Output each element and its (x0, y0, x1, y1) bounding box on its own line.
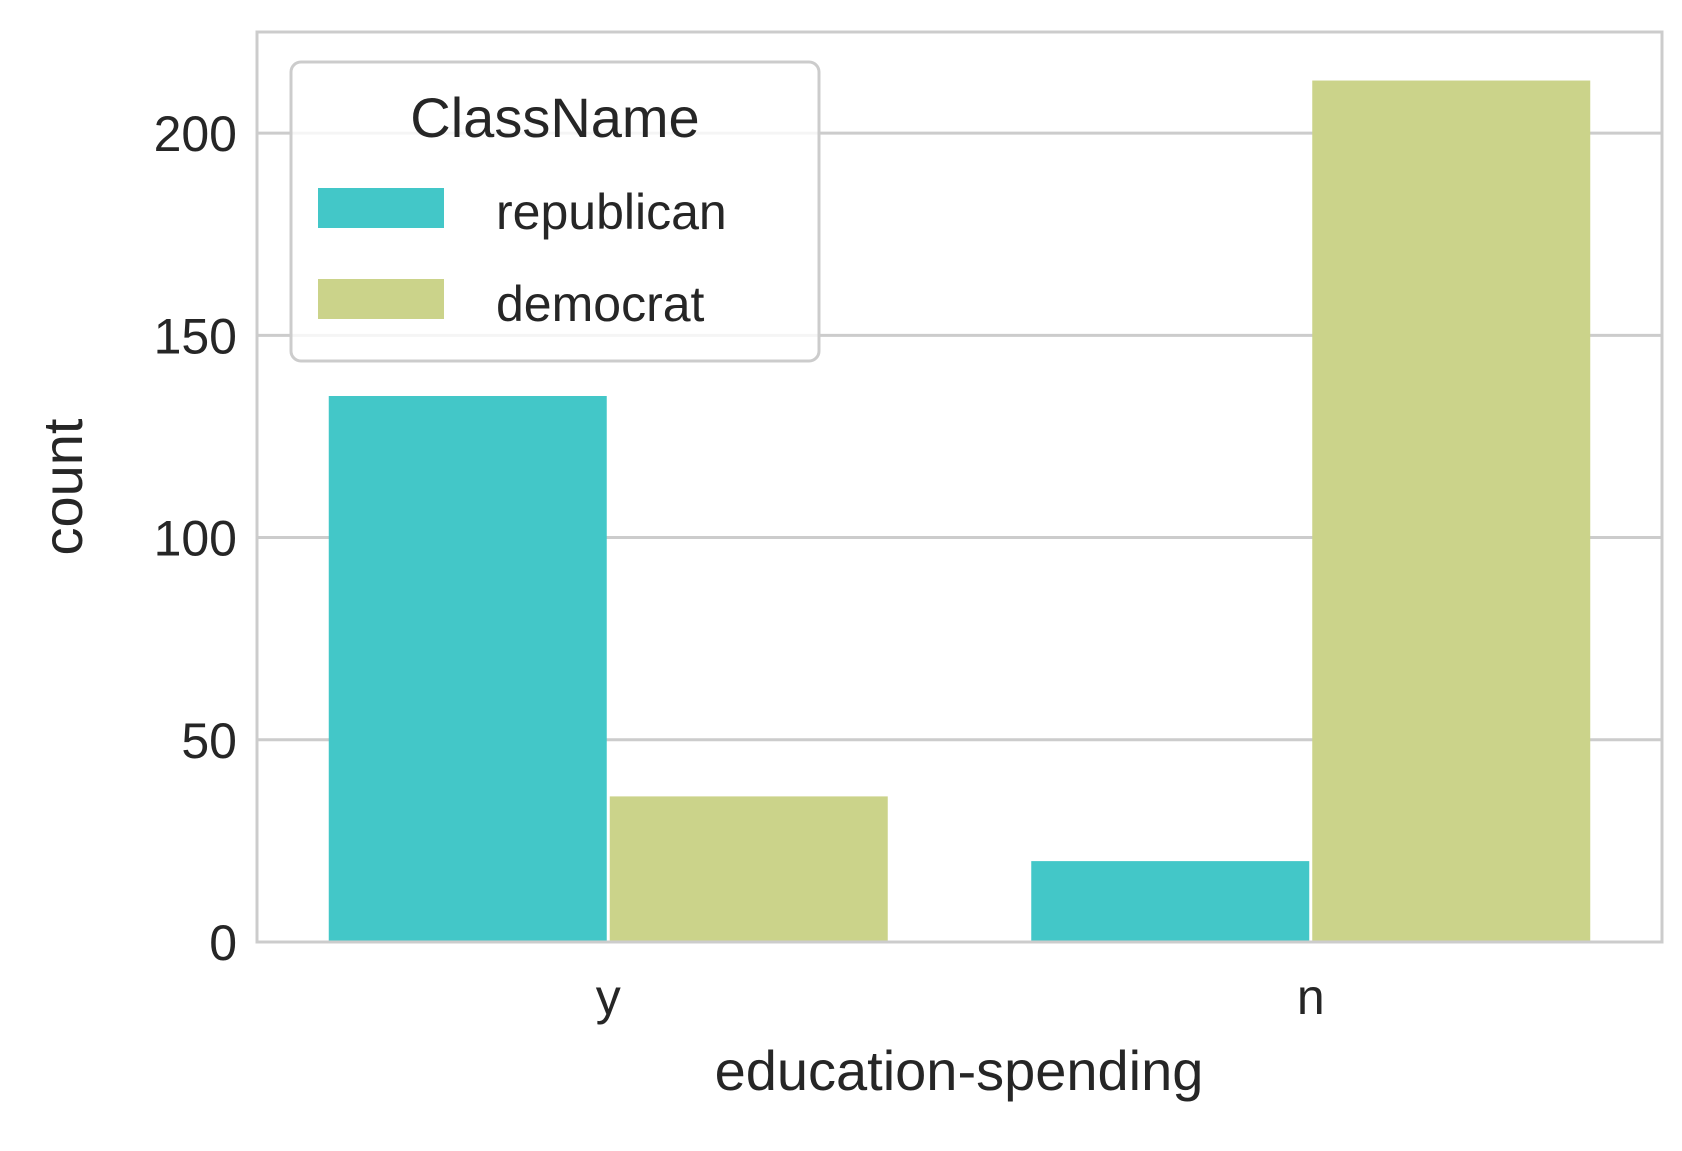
plot-frame (255, 30, 1664, 944)
y-tick-labels: 0 50 100 150 200 (154, 106, 237, 971)
bar-republican-y (328, 396, 607, 942)
x-axis-label: education-spending (715, 1039, 1204, 1102)
legend-title: ClassName (410, 86, 699, 149)
y-axis-label: count (31, 418, 94, 555)
bar-democrat-n (1312, 80, 1591, 943)
y-tick-label: 150 (154, 308, 237, 364)
y-tick-label: 0 (209, 915, 237, 971)
y-tick-label: 200 (154, 106, 237, 162)
x-tick-label: n (1297, 969, 1325, 1025)
legend-label-republican: republican (496, 184, 727, 240)
legend-label-democrat: democrat (496, 276, 705, 332)
bar-republican-n (1031, 861, 1310, 942)
x-tick-label: y (596, 969, 621, 1025)
legend: ClassName republican democrat (289, 60, 821, 363)
bars (328, 80, 1591, 943)
legend-swatch-democrat (318, 279, 444, 319)
bar-democrat-y (609, 796, 888, 942)
y-tick-label: 100 (154, 511, 237, 567)
legend-swatch-republican (318, 188, 444, 228)
y-tick-label: 50 (181, 713, 237, 769)
